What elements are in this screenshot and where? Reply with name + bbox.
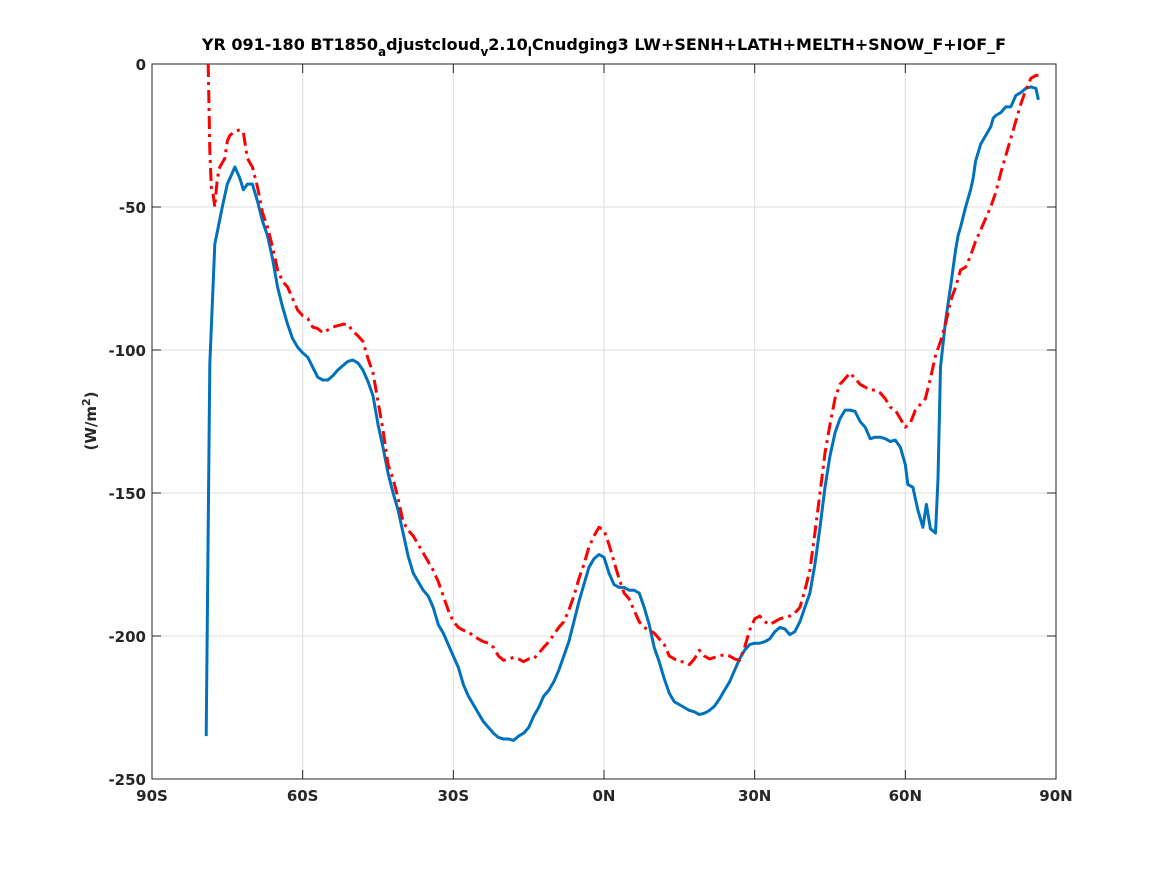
grid [152, 64, 1056, 779]
y-tick-labels: 0 -50 -100 -150 -200 -250 [108, 56, 146, 789]
x-tick-label: 0N [593, 787, 616, 805]
x-tick-label: 90N [1039, 787, 1072, 805]
y-tick-label: -100 [108, 342, 146, 360]
y-tick-label: -250 [108, 771, 146, 789]
series-line-solid [204, 85, 1040, 742]
y-axis-label: (W/m2) [80, 391, 100, 450]
y-tick-label: 0 [136, 56, 146, 74]
y-tick-label: -50 [119, 199, 146, 217]
chart-title: YR 091-180 BT1850adjustcloudv2.10lCnudgi… [201, 35, 1006, 59]
x-tick-label: 30S [437, 787, 469, 805]
y-tick-label: -200 [108, 628, 146, 646]
series-line-dashdot [206, 63, 1039, 667]
x-tick-label: 60N [889, 787, 922, 805]
x-tick-label: 90S [136, 787, 168, 805]
y-tick-label: -150 [108, 485, 146, 503]
series-group [204, 63, 1040, 742]
ticks [151, 63, 1057, 780]
x-tick-labels: 90S 60S 30S 0N 30N 60N 90N [136, 787, 1073, 805]
x-tick-label: 30N [738, 787, 771, 805]
x-tick-label: 60S [287, 787, 319, 805]
